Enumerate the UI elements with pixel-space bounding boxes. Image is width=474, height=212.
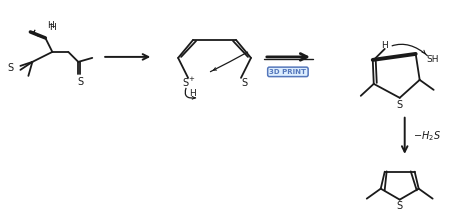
Text: $-H_2S$: $-H_2S$ xyxy=(413,129,441,143)
Text: S: S xyxy=(7,63,13,73)
Text: +: + xyxy=(188,76,194,82)
Text: S: S xyxy=(397,201,403,211)
Text: S: S xyxy=(397,100,403,110)
Text: H: H xyxy=(189,89,195,98)
Text: 3D PRINT: 3D PRINT xyxy=(269,69,306,75)
Text: S: S xyxy=(241,78,247,88)
Text: H: H xyxy=(382,41,388,50)
Text: H: H xyxy=(49,24,56,32)
Text: S: S xyxy=(182,78,188,88)
Text: S: S xyxy=(77,77,83,87)
Text: SH: SH xyxy=(427,55,439,64)
Text: H: H xyxy=(47,21,54,31)
